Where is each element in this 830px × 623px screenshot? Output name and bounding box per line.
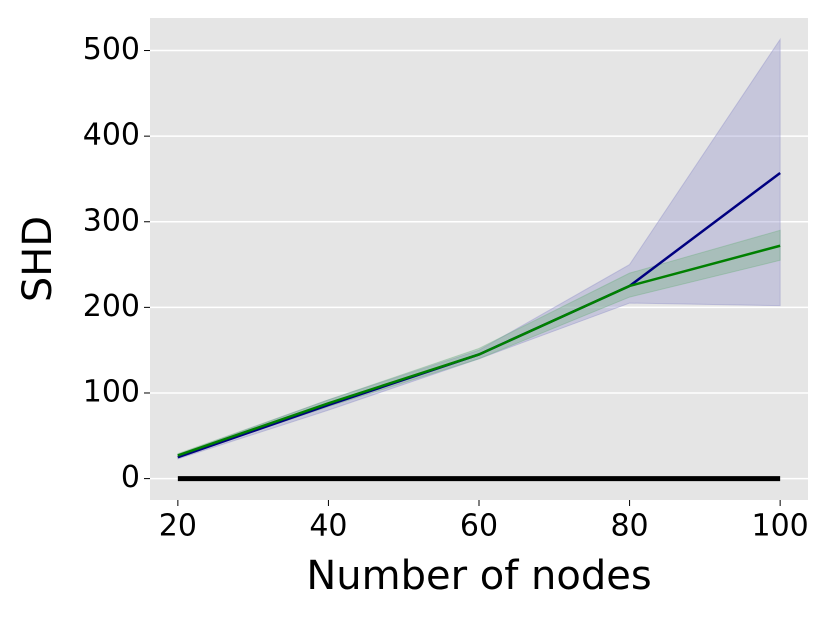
marks bbox=[177, 37, 781, 482]
x-tick-label: 100 bbox=[752, 509, 809, 544]
y-axis-label: SHD bbox=[15, 216, 61, 302]
y-tick-label: 400 bbox=[83, 118, 140, 153]
confidence-band bbox=[177, 37, 781, 460]
x-tick-label: 60 bbox=[460, 509, 498, 544]
line bbox=[177, 244, 781, 457]
y-tick-label: 300 bbox=[83, 203, 140, 238]
x-tick-label: 40 bbox=[309, 509, 347, 544]
y-tick-label: 500 bbox=[83, 32, 140, 67]
x-tick-label: 20 bbox=[159, 509, 197, 544]
y-tick-label: 100 bbox=[83, 374, 140, 409]
x-axis-label: Number of nodes bbox=[306, 553, 651, 599]
y-tick-label: 0 bbox=[121, 460, 140, 495]
x-tick-label: 80 bbox=[610, 509, 648, 544]
plot-background bbox=[150, 18, 808, 500]
y-tick-label: 200 bbox=[83, 289, 140, 324]
